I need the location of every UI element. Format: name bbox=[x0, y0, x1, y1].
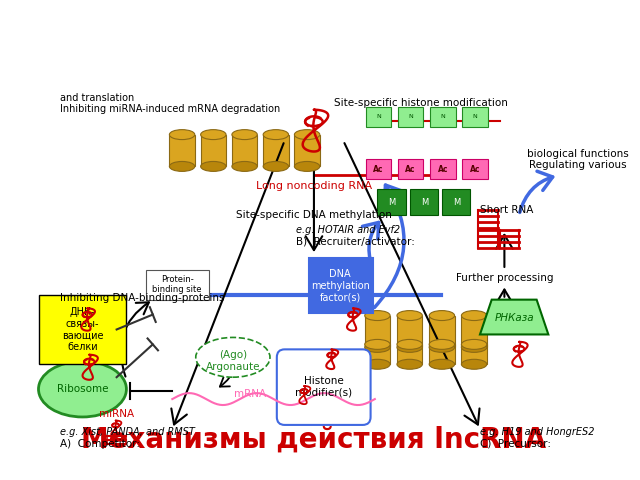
Text: Механизмы действия lncRNA: Механизмы действия lncRNA bbox=[81, 426, 547, 454]
Text: DNA
methylation
factor(s): DNA methylation factor(s) bbox=[311, 269, 370, 302]
Bar bbox=[365, 344, 390, 364]
FancyBboxPatch shape bbox=[430, 159, 456, 180]
Text: e.g. H19 and HongrES2: e.g. H19 and HongrES2 bbox=[480, 427, 595, 437]
Ellipse shape bbox=[294, 161, 320, 171]
Text: Ac: Ac bbox=[470, 165, 481, 174]
FancyBboxPatch shape bbox=[365, 107, 391, 127]
Text: M: M bbox=[388, 198, 396, 207]
Text: e.g. HOTAIR and Evf2: e.g. HOTAIR and Evf2 bbox=[296, 225, 401, 235]
Text: Further processing: Further processing bbox=[456, 273, 553, 283]
FancyBboxPatch shape bbox=[410, 189, 438, 215]
Ellipse shape bbox=[200, 161, 226, 171]
Ellipse shape bbox=[196, 337, 270, 377]
Text: Inhibiting DNA-binding-proteins: Inhibiting DNA-binding-proteins bbox=[60, 293, 225, 303]
Text: Argonaute: Argonaute bbox=[205, 362, 260, 372]
Text: A)  Competitor:: A) Competitor: bbox=[60, 439, 140, 449]
Bar bbox=[397, 315, 422, 348]
Ellipse shape bbox=[170, 161, 195, 171]
FancyBboxPatch shape bbox=[430, 107, 456, 127]
FancyBboxPatch shape bbox=[462, 107, 488, 127]
FancyBboxPatch shape bbox=[462, 159, 488, 180]
FancyBboxPatch shape bbox=[398, 159, 423, 180]
Bar bbox=[365, 315, 390, 348]
Bar bbox=[146, 270, 209, 300]
Text: (Ago): (Ago) bbox=[219, 350, 247, 360]
Ellipse shape bbox=[429, 342, 454, 352]
Bar bbox=[309, 258, 372, 312]
Text: Short RNA: Short RNA bbox=[479, 205, 533, 215]
Text: biological functions: biological functions bbox=[527, 148, 628, 158]
FancyBboxPatch shape bbox=[378, 189, 406, 215]
Text: Protein-
binding site: Protein- binding site bbox=[152, 275, 202, 294]
Ellipse shape bbox=[397, 311, 422, 321]
Ellipse shape bbox=[461, 339, 487, 349]
Bar bbox=[170, 134, 195, 167]
FancyBboxPatch shape bbox=[398, 107, 423, 127]
Ellipse shape bbox=[38, 361, 127, 417]
Text: Ac: Ac bbox=[438, 165, 448, 174]
Text: Long noncoding RNA: Long noncoding RNA bbox=[256, 181, 372, 192]
Ellipse shape bbox=[365, 311, 390, 321]
Text: Histone
modifier(s): Histone modifier(s) bbox=[295, 376, 352, 398]
Polygon shape bbox=[480, 300, 548, 335]
Ellipse shape bbox=[397, 360, 422, 369]
Bar bbox=[461, 344, 487, 364]
Ellipse shape bbox=[263, 130, 289, 140]
Text: M: M bbox=[453, 198, 460, 207]
Bar bbox=[38, 295, 127, 364]
Ellipse shape bbox=[429, 339, 454, 349]
Text: e.g. Xist, PANDA, and RMST: e.g. Xist, PANDA, and RMST bbox=[60, 427, 195, 437]
Text: Regulating various: Regulating various bbox=[529, 160, 627, 170]
Text: Inhibiting miRNA-induced mRNA degradation: Inhibiting miRNA-induced mRNA degradatio… bbox=[60, 104, 280, 114]
Text: РНКаза: РНКаза bbox=[494, 312, 534, 323]
Ellipse shape bbox=[397, 339, 422, 349]
Ellipse shape bbox=[461, 311, 487, 321]
Ellipse shape bbox=[232, 161, 257, 171]
Bar bbox=[429, 344, 454, 364]
Text: N: N bbox=[376, 114, 381, 119]
Ellipse shape bbox=[365, 339, 390, 349]
Text: miRNA: miRNA bbox=[99, 409, 134, 419]
FancyBboxPatch shape bbox=[365, 159, 391, 180]
Ellipse shape bbox=[200, 130, 226, 140]
Bar bbox=[397, 344, 422, 364]
Ellipse shape bbox=[397, 342, 422, 352]
Ellipse shape bbox=[429, 311, 454, 321]
Ellipse shape bbox=[170, 130, 195, 140]
Ellipse shape bbox=[294, 130, 320, 140]
Ellipse shape bbox=[429, 360, 454, 369]
Bar bbox=[200, 134, 226, 167]
Text: B)  Recruiter/activator:: B) Recruiter/activator: bbox=[296, 237, 415, 247]
Bar bbox=[294, 134, 320, 167]
Text: Site-specific DNA methylation: Site-specific DNA methylation bbox=[236, 210, 392, 220]
Ellipse shape bbox=[232, 130, 257, 140]
Ellipse shape bbox=[461, 360, 487, 369]
Text: Ac: Ac bbox=[405, 165, 416, 174]
Ellipse shape bbox=[365, 360, 390, 369]
Bar bbox=[429, 315, 454, 348]
Text: Ribosome: Ribosome bbox=[57, 384, 108, 394]
Text: Ac: Ac bbox=[373, 165, 383, 174]
Ellipse shape bbox=[365, 342, 390, 352]
Ellipse shape bbox=[461, 342, 487, 352]
Text: mRNA: mRNA bbox=[234, 389, 266, 399]
FancyBboxPatch shape bbox=[442, 189, 470, 215]
FancyBboxPatch shape bbox=[277, 349, 371, 425]
Text: N: N bbox=[473, 114, 477, 119]
Text: Site-specific histone modification: Site-specific histone modification bbox=[335, 98, 508, 108]
Text: N: N bbox=[440, 114, 445, 119]
Text: C)  Precursor:: C) Precursor: bbox=[480, 439, 551, 449]
Text: ДНК-
связы-
вающие
белки: ДНК- связы- вающие белки bbox=[61, 307, 103, 352]
Ellipse shape bbox=[263, 161, 289, 171]
Text: N: N bbox=[408, 114, 413, 119]
Text: M: M bbox=[420, 198, 428, 207]
Bar bbox=[263, 134, 289, 167]
Bar bbox=[461, 315, 487, 348]
Text: and translation: and translation bbox=[60, 93, 134, 103]
Bar bbox=[232, 134, 257, 167]
